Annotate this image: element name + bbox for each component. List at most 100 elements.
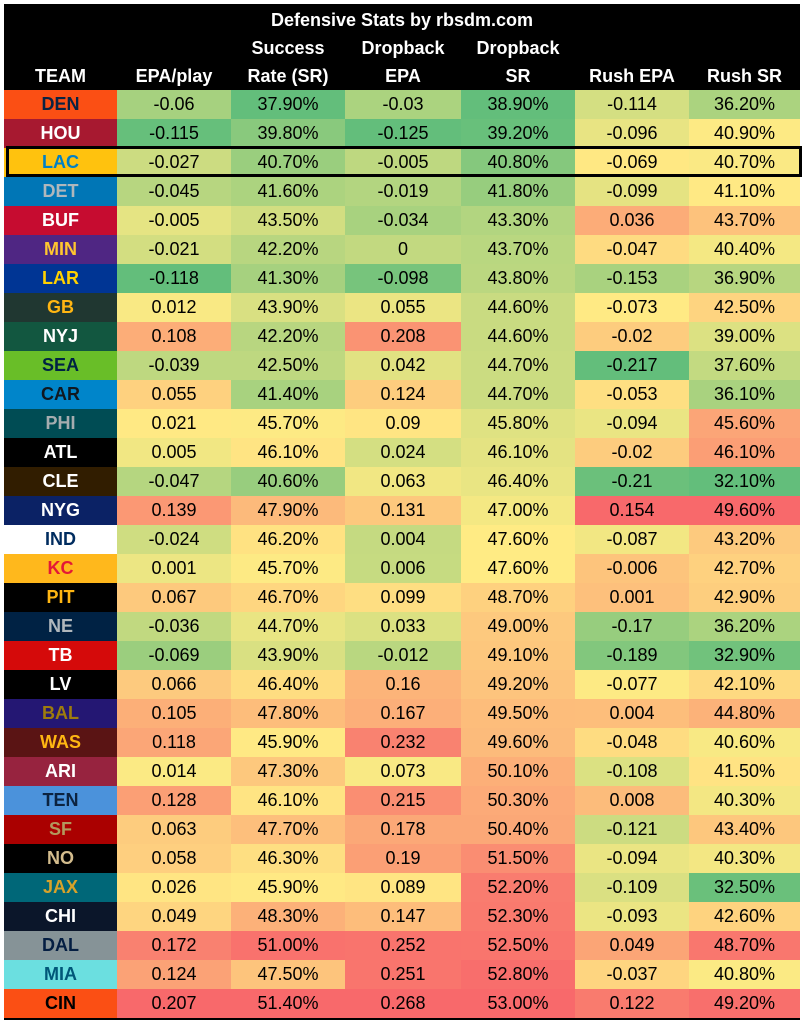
cell-rsr: 49.60% (689, 496, 800, 525)
table-row-phi: PHI 0.021 45.70% 0.09 45.80% -0.094 45.60% (4, 409, 800, 438)
cell-repa: -0.02 (575, 438, 689, 467)
cell-dbsr: 52.30% (461, 902, 575, 931)
table-row-nyj: NYJ 0.108 42.20% 0.208 44.60% -0.02 39.00% (4, 322, 800, 351)
cell-rsr: 40.40% (689, 235, 800, 264)
cell-repa: 0.122 (575, 989, 689, 1018)
cell-repa: -0.048 (575, 728, 689, 757)
cell-dbsr: 43.30% (461, 206, 575, 235)
table-row-sf: SF 0.063 47.70% 0.178 50.40% -0.121 43.40% (4, 815, 800, 844)
header-team-line2: TEAM (35, 66, 86, 86)
cell-rsr: 40.90% (689, 119, 800, 148)
cell-dbepa: 0 (345, 235, 461, 264)
cell-dbepa: -0.034 (345, 206, 461, 235)
cell-team: JAX (4, 873, 117, 902)
table-row-lar: LAR -0.118 41.30% -0.098 43.80% -0.153 36.90% (4, 264, 800, 293)
cell-repa: -0.093 (575, 902, 689, 931)
cell-epa: 0.172 (117, 931, 231, 960)
cell-team: NYJ (4, 322, 117, 351)
cell-rsr: 32.90% (689, 641, 800, 670)
table-row-was: WAS 0.118 45.90% 0.232 49.60% -0.048 40.60% (4, 728, 800, 757)
cell-sr: 47.50% (231, 960, 345, 989)
cell-team: LAR (4, 264, 117, 293)
table-row-car: CAR 0.055 41.40% 0.124 44.70% -0.053 36.10% (4, 380, 800, 409)
header-dbepa-line1: Dropback (361, 38, 445, 58)
cell-team: CHI (4, 902, 117, 931)
cell-rsr: 40.60% (689, 728, 800, 757)
cell-team: CLE (4, 467, 117, 496)
cell-team: NE (4, 612, 117, 641)
cell-dbsr: 47.60% (461, 525, 575, 554)
cell-repa: 0.004 (575, 699, 689, 728)
cell-sr: 44.70% (231, 612, 345, 641)
cell-team: HOU (4, 119, 117, 148)
cell-dbsr: 44.70% (461, 351, 575, 380)
cell-rsr: 45.60% (689, 409, 800, 438)
cell-team: GB (4, 293, 117, 322)
cell-epa: 0.058 (117, 844, 231, 873)
table-row-den: DEN -0.06 37.90% -0.03 38.90% -0.114 36.20% (4, 90, 800, 119)
cell-sr: 47.30% (231, 757, 345, 786)
cell-sr: 46.20% (231, 525, 345, 554)
table-row-tb: TB -0.069 43.90% -0.012 49.10% -0.189 32.90% (4, 641, 800, 670)
cell-dbepa: 0.042 (345, 351, 461, 380)
cell-team: NYG (4, 496, 117, 525)
cell-repa: -0.077 (575, 670, 689, 699)
cell-repa: -0.006 (575, 554, 689, 583)
cell-dbepa: 0.232 (345, 728, 461, 757)
cell-sr: 41.40% (231, 380, 345, 409)
cell-sr: 45.90% (231, 728, 345, 757)
cell-dbepa: 0.073 (345, 757, 461, 786)
cell-dbepa: -0.005 (345, 148, 461, 177)
table-row-chi: CHI 0.049 48.30% 0.147 52.30% -0.093 42.60% (4, 902, 800, 931)
cell-sr: 43.50% (231, 206, 345, 235)
cell-sr: 51.40% (231, 989, 345, 1018)
table-row-lv: LV 0.066 46.40% 0.16 49.20% -0.077 42.10% (4, 670, 800, 699)
cell-team: MIN (4, 235, 117, 264)
header-sr-line1: Success (251, 38, 325, 58)
cell-epa: 0.055 (117, 380, 231, 409)
cell-epa: -0.021 (117, 235, 231, 264)
cell-sr: 47.80% (231, 699, 345, 728)
cell-rsr: 41.10% (689, 177, 800, 206)
cell-team: KC (4, 554, 117, 583)
cell-dbsr: 49.20% (461, 670, 575, 699)
cell-sr: 45.90% (231, 873, 345, 902)
cell-repa: -0.069 (575, 148, 689, 177)
cell-dbsr: 39.20% (461, 119, 575, 148)
cell-sr: 46.40% (231, 670, 345, 699)
cell-sr: 48.30% (231, 902, 345, 931)
header-epa-line2: EPA/play (135, 66, 213, 86)
cell-repa: -0.053 (575, 380, 689, 409)
table-row-dal: DAL 0.172 51.00% 0.252 52.50% 0.049 48.70% (4, 931, 800, 960)
table-row-ari: ARI 0.014 47.30% 0.073 50.10% -0.108 41.50% (4, 757, 800, 786)
cell-sr: 39.80% (231, 119, 345, 148)
cell-rsr: 36.20% (689, 612, 800, 641)
cell-repa: 0.001 (575, 583, 689, 612)
cell-epa: -0.069 (117, 641, 231, 670)
table-row-bal: BAL 0.105 47.80% 0.167 49.50% 0.004 44.80% (4, 699, 800, 728)
cell-team: LAC (4, 148, 117, 177)
cell-epa: -0.047 (117, 467, 231, 496)
cell-repa: -0.21 (575, 467, 689, 496)
cell-dbsr: 47.60% (461, 554, 575, 583)
cell-sr: 42.20% (231, 235, 345, 264)
table-row-lac: LAC -0.027 40.70% -0.005 40.80% -0.069 40.70% (4, 148, 800, 177)
cell-rsr: 32.50% (689, 873, 800, 902)
cell-dbsr: 46.10% (461, 438, 575, 467)
cell-dbepa: 0.024 (345, 438, 461, 467)
cell-dbepa: 0.251 (345, 960, 461, 989)
cell-dbepa: -0.019 (345, 177, 461, 206)
cell-epa: -0.039 (117, 351, 231, 380)
cell-sr: 45.70% (231, 554, 345, 583)
table-row-sea: SEA -0.039 42.50% 0.042 44.70% -0.217 37.60% (4, 351, 800, 380)
cell-dbsr: 51.50% (461, 844, 575, 873)
cell-epa: 0.063 (117, 815, 231, 844)
table-row-det: DET -0.045 41.60% -0.019 41.80% -0.099 41.10% (4, 177, 800, 206)
cell-repa: -0.217 (575, 351, 689, 380)
cell-sr: 46.70% (231, 583, 345, 612)
cell-dbepa: 0.16 (345, 670, 461, 699)
cell-rsr: 42.60% (689, 902, 800, 931)
cell-epa: 0.105 (117, 699, 231, 728)
cell-dbepa: 0.268 (345, 989, 461, 1018)
cell-rsr: 43.40% (689, 815, 800, 844)
